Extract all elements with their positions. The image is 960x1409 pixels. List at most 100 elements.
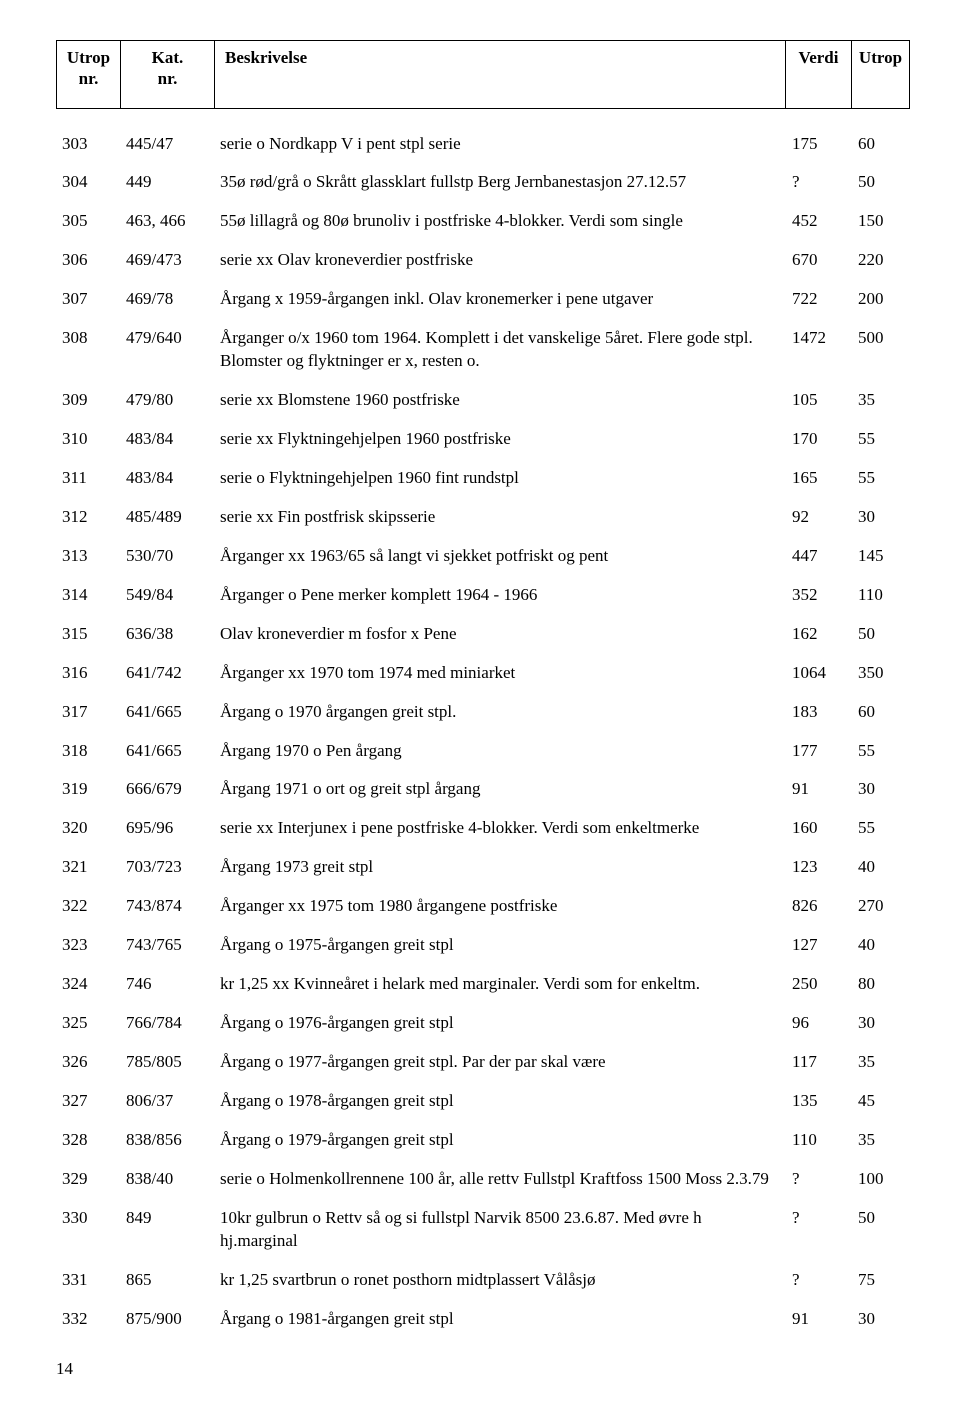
data-table: 303445/47serie o Nordkapp V i pent stpl … — [56, 125, 910, 1339]
cell-verdi: 170 — [786, 420, 852, 459]
cell-verdi: ? — [786, 1199, 852, 1261]
cell-nr: 304 — [56, 163, 120, 202]
cell-utrop: 150 — [852, 202, 910, 241]
table-row: 311483/84serie o Flyktningehjelpen 1960 … — [56, 459, 910, 498]
cell-desc: Årgang o 1979-årgangen greit stpl — [214, 1121, 786, 1160]
table-row: 326785/805Årgang o 1977-årgangen greit s… — [56, 1043, 910, 1082]
cell-nr: 317 — [56, 693, 120, 732]
table-row: 324746kr 1,25 xx Kvinneåret i helark med… — [56, 965, 910, 1004]
table-row: 30444935ø rød/grå o Skrått glassklart fu… — [56, 163, 910, 202]
table-row: 319666/679Årgang 1971 o ort og greit stp… — [56, 770, 910, 809]
cell-kat: 666/679 — [120, 770, 214, 809]
cell-kat: 463, 466 — [120, 202, 214, 241]
cell-utrop: 55 — [852, 420, 910, 459]
cell-nr: 331 — [56, 1261, 120, 1300]
cell-desc: Årgang o 1977-årgangen greit stpl. Par d… — [214, 1043, 786, 1082]
cell-nr: 307 — [56, 280, 120, 319]
cell-utrop: 50 — [852, 1199, 910, 1261]
cell-kat: 865 — [120, 1261, 214, 1300]
cell-utrop: 30 — [852, 498, 910, 537]
cell-desc: serie xx Olav kroneverdier postfriske — [214, 241, 786, 280]
cell-kat: 641/665 — [120, 693, 214, 732]
table-row: 332875/900Årgang o 1981-årgangen greit s… — [56, 1300, 910, 1339]
cell-kat: 875/900 — [120, 1300, 214, 1339]
table-row: 320695/96serie xx Interjunex i pene post… — [56, 809, 910, 848]
cell-verdi: ? — [786, 163, 852, 202]
cell-utrop: 60 — [852, 125, 910, 164]
cell-kat: 483/84 — [120, 459, 214, 498]
header-text: Utrop — [67, 48, 110, 67]
cell-desc: serie xx Interjunex i pene postfriske 4-… — [214, 809, 786, 848]
cell-kat: 746 — [120, 965, 214, 1004]
table-row: 325766/784Årgang o 1976-årgangen greit s… — [56, 1004, 910, 1043]
cell-utrop: 30 — [852, 770, 910, 809]
table-row: 329838/40serie o Holmenkollrennene 100 å… — [56, 1160, 910, 1199]
cell-desc: Årganger xx 1975 tom 1980 årgangene post… — [214, 887, 786, 926]
cell-verdi: 91 — [786, 1300, 852, 1339]
cell-nr: 312 — [56, 498, 120, 537]
table-row: 328838/856Årgang o 1979-årgangen greit s… — [56, 1121, 910, 1160]
cell-utrop: 110 — [852, 576, 910, 615]
cell-kat: 636/38 — [120, 615, 214, 654]
cell-nr: 305 — [56, 202, 120, 241]
cell-utrop: 50 — [852, 163, 910, 202]
cell-nr: 321 — [56, 848, 120, 887]
cell-verdi: 96 — [786, 1004, 852, 1043]
header-verdi: Verdi — [786, 41, 852, 109]
cell-nr: 324 — [56, 965, 120, 1004]
cell-desc: Årgang 1970 o Pen årgang — [214, 732, 786, 771]
cell-verdi: ? — [786, 1160, 852, 1199]
cell-nr: 313 — [56, 537, 120, 576]
cell-nr: 326 — [56, 1043, 120, 1082]
cell-utrop: 40 — [852, 848, 910, 887]
cell-desc: 10kr gulbrun o Rettv så og si fullstpl N… — [214, 1199, 786, 1261]
cell-utrop: 55 — [852, 459, 910, 498]
cell-nr: 328 — [56, 1121, 120, 1160]
cell-verdi: 162 — [786, 615, 852, 654]
cell-desc: Årgang o 1970 årgangen greit stpl. — [214, 693, 786, 732]
header-text: nr. — [61, 68, 116, 89]
cell-verdi: 670 — [786, 241, 852, 280]
cell-nr: 306 — [56, 241, 120, 280]
cell-verdi: 135 — [786, 1082, 852, 1121]
cell-verdi: 183 — [786, 693, 852, 732]
cell-nr: 303 — [56, 125, 120, 164]
table-row: 310483/84serie xx Flyktningehjelpen 1960… — [56, 420, 910, 459]
table-row: 317641/665Årgang o 1970 årgangen greit s… — [56, 693, 910, 732]
cell-desc: Årgang o 1981-årgangen greit stpl — [214, 1300, 786, 1339]
cell-verdi: 1064 — [786, 654, 852, 693]
table-row: 321703/723Årgang 1973 greit stpl12340 — [56, 848, 910, 887]
header-text: nr. — [125, 68, 210, 89]
cell-kat: 703/723 — [120, 848, 214, 887]
cell-verdi: 722 — [786, 280, 852, 319]
header-kat-nr: Kat. nr. — [121, 41, 215, 109]
table-row: 316641/742Årganger xx 1970 tom 1974 med … — [56, 654, 910, 693]
cell-verdi: 91 — [786, 770, 852, 809]
table-row: 322743/874Årganger xx 1975 tom 1980 årga… — [56, 887, 910, 926]
cell-verdi: 177 — [786, 732, 852, 771]
cell-kat: 445/47 — [120, 125, 214, 164]
cell-nr: 329 — [56, 1160, 120, 1199]
cell-kat: 695/96 — [120, 809, 214, 848]
cell-desc: Årganger o Pene merker komplett 1964 - 1… — [214, 576, 786, 615]
cell-kat: 530/70 — [120, 537, 214, 576]
header-beskrivelse: Beskrivelse — [215, 41, 786, 109]
header-utrop: Utrop — [852, 41, 910, 109]
cell-utrop: 35 — [852, 381, 910, 420]
cell-utrop: 35 — [852, 1043, 910, 1082]
cell-nr: 314 — [56, 576, 120, 615]
header-utrop-nr: Utrop nr. — [57, 41, 121, 109]
cell-verdi: 1472 — [786, 319, 852, 381]
cell-verdi: 127 — [786, 926, 852, 965]
table-row: 331865kr 1,25 svartbrun o ronet posthorn… — [56, 1261, 910, 1300]
cell-desc: Olav kroneverdier m fosfor x Pene — [214, 615, 786, 654]
cell-verdi: 452 — [786, 202, 852, 241]
cell-kat: 641/665 — [120, 732, 214, 771]
cell-nr: 311 — [56, 459, 120, 498]
cell-nr: 310 — [56, 420, 120, 459]
cell-utrop: 50 — [852, 615, 910, 654]
cell-desc: serie o Nordkapp V i pent stpl serie — [214, 125, 786, 164]
header-text: Kat. — [152, 48, 184, 67]
cell-desc: 35ø rød/grå o Skrått glassklart fullstp … — [214, 163, 786, 202]
cell-kat: 838/856 — [120, 1121, 214, 1160]
